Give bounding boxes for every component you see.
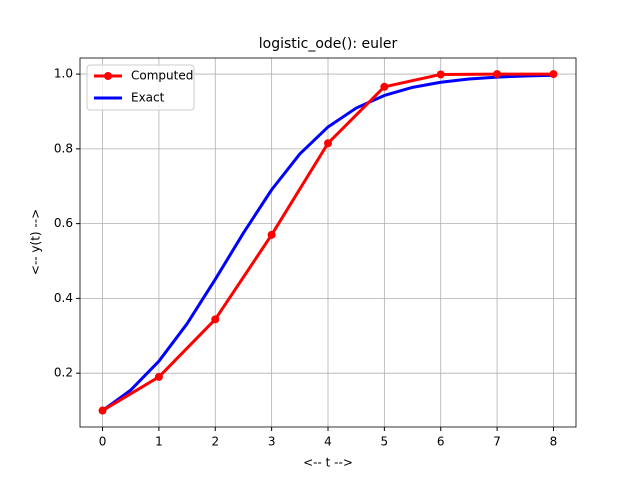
data-point [549,70,558,79]
chart-title: logistic_ode(): euler [259,36,398,52]
data-point [380,82,389,91]
y-tick-label: 1.0 [54,67,73,81]
y-tick-label: 0.8 [54,141,73,155]
x-tick-label: 8 [550,435,558,449]
x-tick-label: 6 [437,435,445,449]
data-point [324,139,332,148]
x-tick-label: 0 [99,435,107,449]
data-point [98,406,107,415]
legend-label: Exact [131,91,165,105]
data-point [154,372,163,381]
data-point [211,315,220,324]
y-tick-label: 0.6 [54,216,73,230]
x-tick-label: 1 [155,435,163,449]
y-tick-label: 0.4 [54,291,73,305]
x-tick-label: 4 [324,435,332,449]
series-line [101,73,554,412]
legend-marker [104,72,112,80]
legend-label: Computed [131,69,193,83]
data-point [493,70,502,79]
x-tick-label: 5 [381,435,389,449]
plot-frame [79,57,577,428]
x-tick-label: 3 [268,435,276,449]
y-tick-label: 0.2 [54,366,73,380]
data-point [436,70,445,79]
y-axis-label: <-- y(t) --> [29,209,43,275]
x-axis-label: <-- t --> [303,456,353,470]
x-tick-label: 7 [493,435,501,449]
x-tick-label: 2 [211,435,219,449]
data-point [267,230,276,239]
